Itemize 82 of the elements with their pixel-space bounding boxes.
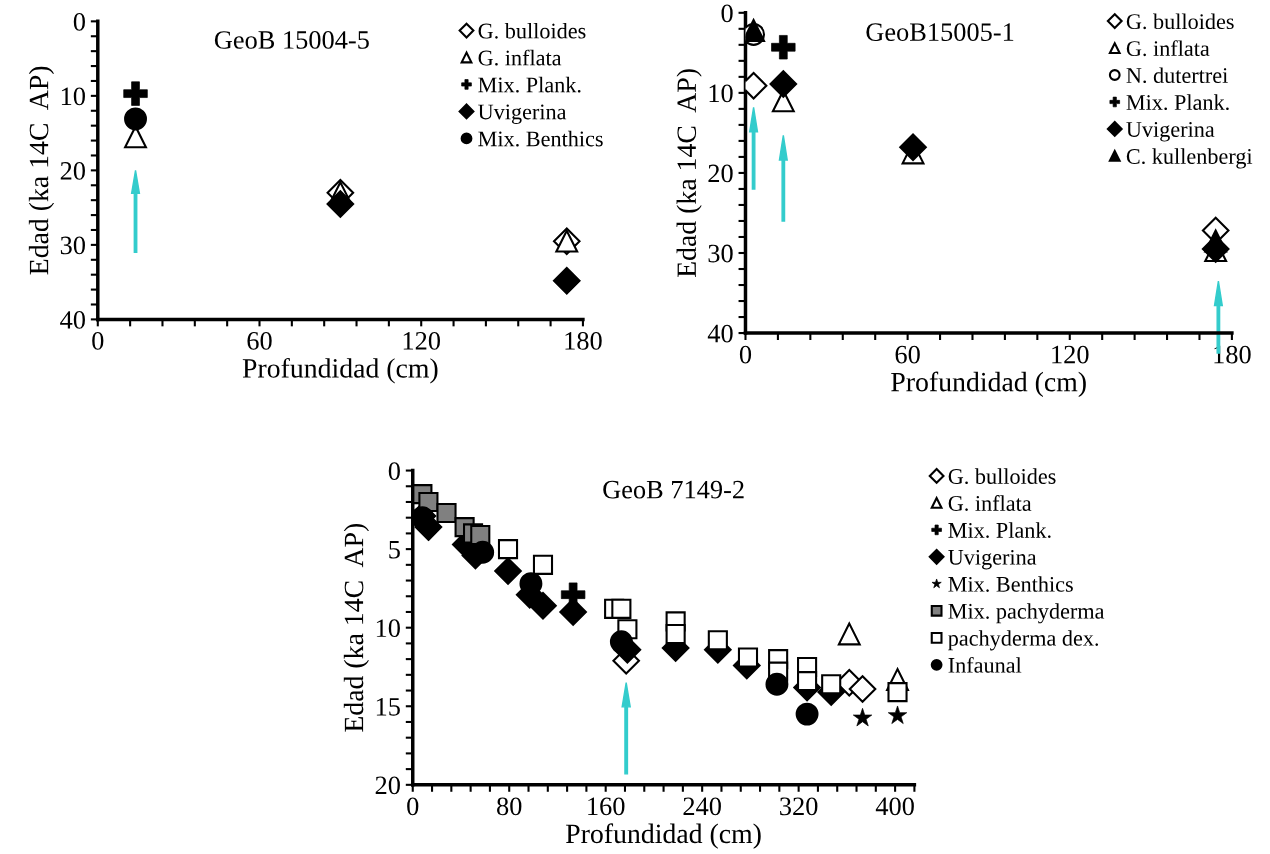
y-tick-label: 30 bbox=[60, 236, 85, 255]
x-tick-label: 60 bbox=[247, 331, 272, 350]
y-tick-label: 10 bbox=[709, 84, 733, 103]
legend-label: Mix. Plank. bbox=[948, 522, 1051, 538]
point bbox=[552, 266, 581, 295]
x-tick-label: 240 bbox=[683, 797, 721, 816]
point bbox=[899, 133, 927, 162]
point bbox=[326, 190, 355, 218]
legend-label: N. dutertrei bbox=[1126, 67, 1228, 84]
legend-label: Uvigerina bbox=[478, 104, 567, 124]
point bbox=[412, 506, 434, 530]
x-axis-title: Profundidad (cm) bbox=[566, 823, 761, 849]
legend-label: Infaunal bbox=[948, 656, 1022, 673]
point bbox=[797, 671, 818, 692]
y-axis-title: Edad (ka 14C AP) bbox=[676, 69, 702, 278]
point bbox=[795, 702, 819, 726]
point bbox=[771, 35, 796, 60]
point bbox=[848, 675, 877, 703]
legend-label: G. inflata bbox=[948, 495, 1032, 511]
y-tick-label: 20 bbox=[375, 776, 400, 795]
point bbox=[497, 539, 519, 560]
point bbox=[609, 630, 633, 654]
x-tick-label: 320 bbox=[780, 797, 818, 816]
chart-title: GeoB 15004-5 bbox=[214, 31, 369, 49]
point bbox=[494, 557, 522, 585]
y-axis-title: Edad (ka 14C AP) bbox=[28, 66, 55, 275]
x-tick-label: 0 bbox=[739, 345, 752, 364]
x-axis-title: Profundidad (cm) bbox=[891, 371, 1086, 398]
y-axis-title: Edad (ka 14C AP) bbox=[343, 523, 369, 732]
point bbox=[1204, 229, 1228, 253]
legend-label: G. bulloides bbox=[1126, 13, 1234, 30]
point bbox=[665, 623, 686, 645]
x-axis-title: Profundidad (cm) bbox=[242, 357, 438, 384]
point bbox=[611, 598, 632, 619]
point bbox=[837, 622, 861, 646]
point bbox=[887, 682, 908, 703]
legend-label: Mix. pachyderma bbox=[948, 603, 1105, 624]
y-tick-label: 0 bbox=[388, 462, 400, 480]
legend-label: pachyderma dex. bbox=[948, 630, 1099, 651]
x-tick-label: 60 bbox=[895, 345, 920, 364]
x-tick-label: 120 bbox=[403, 331, 440, 350]
legend-label: Uvigerina bbox=[1126, 121, 1215, 142]
x-tick-label: 180 bbox=[565, 331, 602, 350]
legend-label: Mix. Plank. bbox=[478, 76, 581, 93]
y-tick-label: 40 bbox=[60, 311, 85, 329]
legend-label: G. inflata bbox=[478, 49, 562, 66]
legend-label: Uvigerina bbox=[948, 549, 1037, 570]
legend-label: G. bulloides bbox=[478, 22, 586, 39]
legend-label: Mix. Benthics bbox=[478, 130, 603, 147]
point bbox=[707, 630, 728, 651]
chart-title: GeoB 7149-2 bbox=[603, 480, 744, 499]
y-tick-label: 30 bbox=[708, 244, 733, 263]
point bbox=[124, 107, 147, 131]
x-tick-label: 0 bbox=[407, 797, 419, 816]
legend-label: Mix. Benthics bbox=[948, 576, 1073, 592]
y-tick-label: 20 bbox=[708, 164, 733, 183]
point bbox=[532, 554, 554, 575]
chart-title: GeoB15005-1 bbox=[866, 23, 1014, 41]
y-tick-label: 0 bbox=[73, 12, 85, 31]
x-tick-label: 400 bbox=[875, 797, 914, 816]
y-tick-label: 10 bbox=[61, 87, 85, 106]
x-tick-label: 120 bbox=[1052, 345, 1089, 364]
y-tick-label: 15 bbox=[376, 697, 400, 716]
x-tick-label: 0 bbox=[92, 331, 104, 350]
point bbox=[529, 591, 557, 620]
x-tick-label: 160 bbox=[588, 797, 625, 816]
point bbox=[821, 674, 842, 695]
legend-label: G. inflata bbox=[1126, 40, 1210, 57]
point bbox=[769, 70, 798, 98]
legend-label: C. kullenbergi bbox=[1126, 148, 1253, 169]
point bbox=[737, 647, 759, 668]
point bbox=[436, 502, 457, 524]
point bbox=[559, 598, 587, 626]
legend-label: Mix. Plank. bbox=[1126, 94, 1229, 111]
x-tick-label: 80 bbox=[497, 797, 522, 816]
legend-label: G. bulloides bbox=[948, 468, 1056, 485]
y-tick-label: 0 bbox=[721, 4, 733, 23]
y-tick-label: 5 bbox=[389, 541, 400, 559]
y-tick-label: 20 bbox=[60, 161, 85, 180]
y-tick-label: 40 bbox=[707, 324, 733, 343]
y-tick-label: 10 bbox=[376, 619, 400, 638]
point bbox=[765, 672, 789, 696]
